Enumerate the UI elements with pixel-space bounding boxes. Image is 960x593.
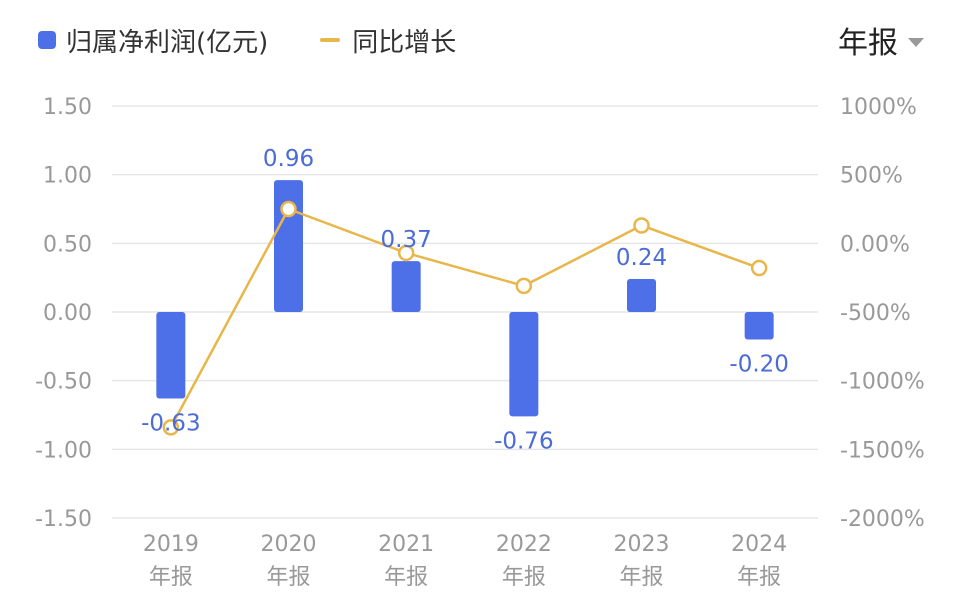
y-right-tick-label: -1500%	[840, 438, 925, 463]
legend-item-yoy-growth[interactable]: 同比增长	[320, 22, 456, 59]
legend-label-net-profit: 归属净利润(亿元)	[66, 27, 269, 58]
y-right-tick-label: 0.00%	[840, 232, 910, 257]
point-yoy-growth[interactable]	[162, 419, 180, 436]
y-left-tick-label: 0.50	[43, 232, 92, 257]
x-tick-label-period: 年报	[737, 565, 781, 590]
chevron-down-icon	[908, 37, 924, 47]
bar-net-profit[interactable]	[156, 312, 186, 399]
y-left-tick-label: -1.00	[35, 438, 92, 463]
point-yoy-growth[interactable]	[515, 277, 533, 295]
data-label-net-profit: -0.63	[141, 411, 201, 437]
x-tick-label-year: 2021	[378, 532, 434, 557]
y-left-tick-label: 1.00	[43, 164, 92, 189]
chart-legend: 归属净利润(亿元) 同比增长	[38, 22, 508, 58]
data-label-net-profit: -0.20	[729, 351, 789, 377]
line-yoy-growth	[169, 207, 760, 428]
point-yoy-growth[interactable]	[397, 244, 415, 262]
data-label-net-profit: -0.76	[494, 428, 554, 454]
bar-net-profit[interactable]	[391, 261, 421, 312]
bar-net-profit[interactable]	[274, 180, 303, 312]
bar-net-profit[interactable]	[744, 312, 774, 340]
x-tick-label-period: 年报	[384, 565, 428, 590]
x-tick-label-year: 2022	[496, 532, 552, 557]
x-tick-label-year: 2024	[731, 532, 787, 557]
y-left-tick-label: 0.00	[43, 301, 92, 326]
x-tick-label-year: 2023	[614, 532, 670, 557]
y-right-tick-label: 1000%	[840, 95, 917, 120]
point-yoy-growth[interactable]	[280, 200, 297, 218]
bar-swatch-icon	[38, 31, 56, 49]
period-selector-label: 年报	[838, 26, 898, 61]
y-left-tick-label: -0.50	[35, 370, 92, 395]
x-tick-label-period: 年报	[149, 565, 193, 590]
point-yoy-growth[interactable]	[750, 259, 768, 277]
line-swatch-icon	[320, 38, 341, 42]
y-right-tick-label: -1000%	[840, 370, 925, 395]
y-right-tick-label: -2000%	[840, 507, 925, 532]
x-tick-label-period: 年报	[502, 565, 546, 590]
legend-label-yoy-growth: 同比增长	[352, 27, 457, 58]
bar-net-profit[interactable]	[627, 279, 656, 312]
x-tick-label-year: 2019	[143, 532, 199, 557]
y-left-tick-label: -1.50	[35, 507, 92, 532]
data-label-net-profit: 0.37	[381, 227, 432, 253]
period-selector[interactable]: 年报	[838, 22, 924, 61]
bar-net-profit[interactable]	[509, 312, 539, 417]
y-right-tick-label: -500%	[840, 301, 911, 326]
point-yoy-growth[interactable]	[633, 217, 650, 234]
x-tick-label-period: 年报	[619, 565, 663, 590]
x-tick-label-year: 2020	[261, 532, 317, 557]
y-right-tick-label: 500%	[840, 164, 903, 189]
data-label-net-profit: 0.96	[263, 146, 314, 172]
y-left-tick-label: 1.50	[43, 95, 92, 120]
x-tick-label-period: 年报	[266, 565, 310, 590]
legend-item-net-profit[interactable]: 归属净利润(亿元)	[38, 22, 268, 59]
data-label-net-profit: 0.24	[616, 245, 667, 271]
